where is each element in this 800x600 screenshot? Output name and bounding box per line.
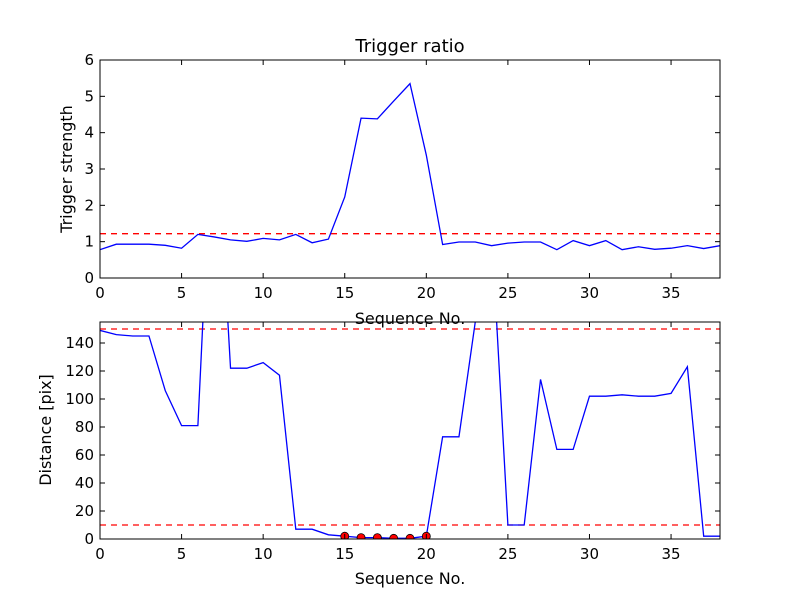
y-tick-label: 0 [84, 530, 94, 548]
x-tick-label: 5 [177, 545, 187, 563]
data-point-marker [405, 533, 415, 539]
x-tick-label: 15 [335, 545, 354, 563]
series-line [100, 82, 720, 251]
x-tick-label: 30 [580, 545, 599, 563]
axes-frame [99, 59, 721, 279]
plot-area: 0 5 10 15 20 25 30 35 0 1 2 3 4 5 6 [84, 51, 721, 302]
y-tick-label: 3 [84, 160, 94, 178]
plot-clip [100, 322, 720, 539]
y-tick-label: 40 [75, 474, 94, 492]
data-point-marker [356, 533, 366, 539]
x-tick-label: 25 [498, 284, 517, 302]
y-tick-label: 60 [75, 446, 94, 464]
plot-clip [100, 82, 720, 251]
trigger-ratio-chart: Trigger ratio 0 5 10 15 20 25 30 35 0 1 2 3 4 5 6 Sequ… [57, 36, 721, 328]
y-tick-label: 120 [65, 362, 94, 380]
x-tick-label: 5 [177, 284, 187, 302]
y-tick-label: 5 [84, 87, 94, 105]
x-tick-label: 10 [254, 545, 273, 563]
x-tick-label: 15 [335, 284, 354, 302]
x-axis-label: Sequence No. [355, 309, 466, 328]
y-tick-label: 4 [84, 124, 94, 142]
x-tick-label: 0 [95, 545, 105, 563]
y-tick-label: 140 [65, 334, 94, 352]
x-axis-label: Sequence No. [355, 569, 466, 588]
chart-title: Trigger ratio [354, 36, 464, 57]
x-tick-label: 0 [95, 284, 105, 302]
y-tick-label: 100 [65, 390, 94, 408]
x-tick-label: 35 [662, 284, 681, 302]
x-tick-label: 10 [254, 284, 273, 302]
data-point-marker [389, 533, 399, 539]
y-axis-label: Distance [pix] [36, 374, 55, 486]
y-tick-label: 20 [75, 502, 94, 520]
x-tick-label: 20 [417, 284, 436, 302]
y-tick-label: 80 [75, 418, 94, 436]
y-tick-label: 6 [84, 51, 94, 69]
y-axis-label: Trigger strength [57, 105, 76, 234]
data-point-marker [372, 533, 382, 539]
y-tick-label: 2 [84, 196, 94, 214]
y-tick-label: 1 [84, 233, 94, 251]
y-tick-label: 0 [84, 269, 94, 287]
distance-chart: 0 5 10 15 20 25 30 35 0 20 40 60 80 100 120 140 Sequenc… [36, 321, 721, 588]
x-tick-label: 25 [498, 545, 517, 563]
x-tick-label: 20 [417, 545, 436, 563]
axes-frame [99, 321, 721, 540]
plot-area: 0 5 10 15 20 25 30 35 0 20 40 60 80 100 120 140 [65, 321, 721, 563]
x-tick-label: 35 [662, 545, 681, 563]
x-tick-label: 30 [580, 284, 599, 302]
